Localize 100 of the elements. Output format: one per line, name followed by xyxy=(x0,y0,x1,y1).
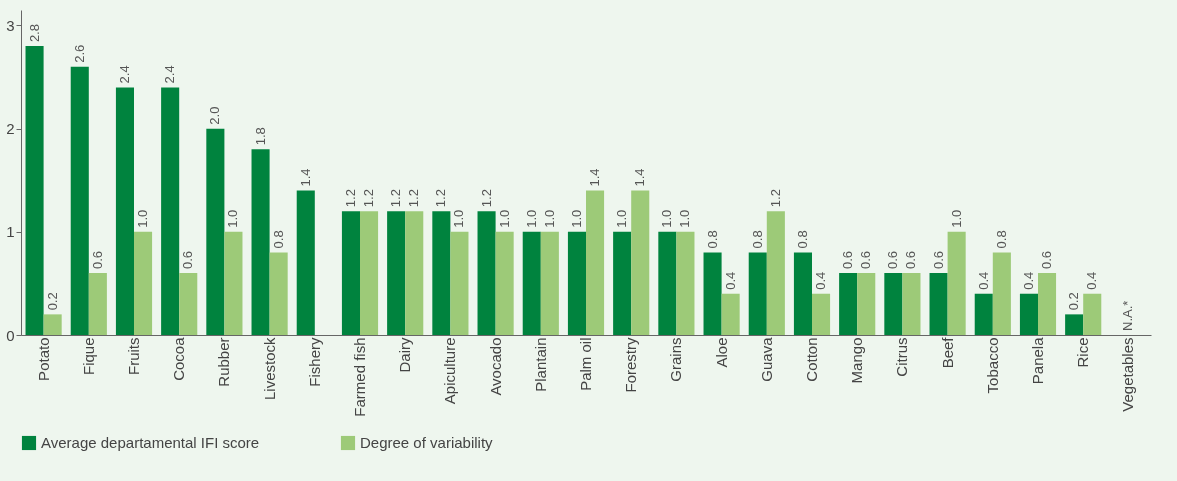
bar xyxy=(631,190,650,335)
data-label: 0.6 xyxy=(840,251,856,270)
bar xyxy=(812,293,831,335)
y-tick-label: 0 xyxy=(6,326,15,344)
data-label: 0.4 xyxy=(813,271,829,290)
data-label: 2.8 xyxy=(26,24,42,43)
x-tick-label: Livestock xyxy=(260,337,278,401)
data-label: 2.4 xyxy=(162,65,178,84)
x-tick-label: Fishery xyxy=(305,337,323,387)
bar xyxy=(450,231,469,335)
data-label: 0.2 xyxy=(1066,292,1082,311)
data-label: 0.6 xyxy=(858,251,874,270)
data-label: 0.6 xyxy=(180,251,196,270)
data-label: 0.6 xyxy=(903,251,919,270)
bar xyxy=(748,252,767,335)
data-label: 0.6 xyxy=(1039,251,1055,270)
bar xyxy=(902,273,921,335)
data-label: 1.0 xyxy=(568,209,584,228)
x-tick-label: Grains xyxy=(667,337,685,382)
data-label: 1.2 xyxy=(388,189,404,208)
data-label: 1.0 xyxy=(523,209,539,228)
x-tick-label: Panela xyxy=(1029,336,1046,385)
bar xyxy=(495,231,514,335)
data-label: 1.0 xyxy=(677,209,693,228)
data-label: 0.8 xyxy=(794,230,810,249)
bar xyxy=(658,231,677,335)
data-label: 1.0 xyxy=(135,209,151,228)
x-tick-label: Rice xyxy=(1074,337,1092,368)
x-tick-label: Palm oil xyxy=(577,337,594,391)
data-label: 0.2 xyxy=(44,292,60,311)
bar xyxy=(721,293,740,335)
legend-label: Degree of variability xyxy=(360,434,494,451)
bar xyxy=(206,128,225,335)
data-label: 1.0 xyxy=(451,209,467,228)
bar xyxy=(405,211,424,335)
bar xyxy=(477,211,496,335)
data-label: 0.4 xyxy=(722,271,738,290)
x-tick-label: Rubber xyxy=(215,337,233,387)
data-label: 1.0 xyxy=(948,209,964,228)
data-label: 0.6 xyxy=(930,251,946,270)
bar xyxy=(1083,293,1102,335)
bar xyxy=(522,231,541,335)
data-label: 1.2 xyxy=(342,189,358,208)
bar xyxy=(567,231,586,335)
x-tick-label: Apiculture xyxy=(441,337,459,405)
data-label: 0.8 xyxy=(270,230,286,249)
x-tick-label: Citrus xyxy=(893,337,911,377)
data-label: 1.0 xyxy=(541,209,557,228)
data-label: 0.4 xyxy=(1020,271,1036,290)
bar xyxy=(360,211,379,335)
x-tick-label: Plantain xyxy=(531,337,549,392)
x-tick-label: Beef xyxy=(938,336,956,369)
bar xyxy=(974,293,993,335)
x-tick-label: Aloe xyxy=(712,337,730,368)
x-tick-label: Farmed fish xyxy=(351,337,368,417)
bar xyxy=(766,211,785,335)
data-label: 1.2 xyxy=(433,189,449,208)
bar xyxy=(179,273,198,335)
bar xyxy=(1038,273,1057,335)
x-tick-label: Mango xyxy=(848,337,866,384)
bar xyxy=(341,211,360,335)
bar xyxy=(269,252,288,335)
data-label: 1.0 xyxy=(225,209,241,228)
data-label: 1.2 xyxy=(767,189,783,208)
bar xyxy=(1019,293,1038,335)
data-label: 0.6 xyxy=(89,251,105,270)
x-tick-label: Tobacco xyxy=(983,337,1001,394)
x-tick-label: Avocado xyxy=(486,337,504,396)
bar xyxy=(251,149,270,335)
bar xyxy=(1065,314,1084,335)
data-label: 1.8 xyxy=(252,127,268,146)
data-label: 0.8 xyxy=(704,230,720,249)
bar xyxy=(161,87,180,335)
bar xyxy=(839,273,858,335)
data-label: 1.0 xyxy=(496,209,512,228)
x-tick-label: Forestry xyxy=(622,337,640,393)
bar xyxy=(387,211,406,335)
bar xyxy=(115,87,134,335)
x-tick-label: Cotton xyxy=(803,337,820,382)
bar xyxy=(70,66,89,335)
data-label: 1.4 xyxy=(587,168,603,187)
bar xyxy=(992,252,1011,335)
data-label: 2.4 xyxy=(116,65,132,84)
bar xyxy=(25,46,44,335)
bar xyxy=(88,273,107,335)
bar xyxy=(857,273,876,335)
data-label: 2.0 xyxy=(207,106,223,125)
data-label: 0.4 xyxy=(1084,271,1100,290)
data-label: 1.2 xyxy=(406,189,422,208)
bar xyxy=(43,314,62,335)
x-tick-label: Guava xyxy=(757,336,775,382)
bar xyxy=(884,273,903,335)
x-tick-label: Potato xyxy=(34,337,52,381)
y-tick-label: 2 xyxy=(6,120,15,138)
x-tick-label: Dairy xyxy=(396,337,414,373)
y-tick-label: 1 xyxy=(6,223,15,241)
data-label: 0.8 xyxy=(749,230,765,249)
x-tick-label: Vegetables xyxy=(1119,337,1137,412)
data-label: 1.4 xyxy=(297,168,313,187)
data-label: 2.6 xyxy=(71,44,87,63)
